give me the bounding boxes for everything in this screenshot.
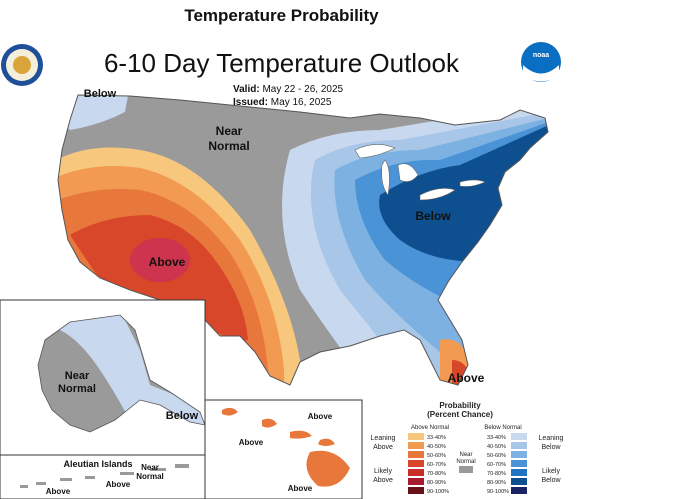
legend-below-swatch [511,460,527,467]
legend-leaning-below-1: Leaning [539,435,564,442]
noaa-logo-text: noaa [533,52,549,59]
label-hi-above-3: Above [288,484,313,493]
issued-label: Issued: [233,97,269,108]
label-aleutian-above-1: Above [106,480,131,489]
legend-below-range: 40-50% [487,444,506,450]
label-fl-above: Above [448,371,485,385]
legend-above-swatch [408,478,424,485]
legend-below-header: Below Normal [484,425,521,431]
valid-date: Valid: May 22 - 26, 2025 [233,84,343,95]
legend-likely-above-1: Likely [374,468,392,475]
legend-near-swatch [459,466,473,473]
legend-likely-below-2: Below [541,477,561,484]
legend-below-range: 80-90% [487,480,506,486]
legend-below-range: 33-40% [487,435,506,441]
legend-below-swatch [511,469,527,476]
legend-below-range: 70-80% [487,471,506,477]
legend-above-range: 90-100% [427,489,449,495]
legend-near-label-1: Near [459,452,472,458]
legend-above-range: 70-80% [427,471,446,477]
legend-above-swatch [408,460,424,467]
legend-below-range: 60-70% [487,462,506,468]
noaa-commerce-seal [1,44,43,86]
legend-above-range: 50-60% [427,453,446,459]
legend-above-swatch [408,433,424,440]
legend-above-range: 33-40% [427,435,446,441]
label-near-normal-2: Normal [208,139,249,153]
label-hi-above-1: Above [308,412,333,421]
label-aleutian-near-1: Near [141,463,159,472]
legend-above-range: 40-50% [427,444,446,450]
legend-below-swatch [511,442,527,449]
label-east-below: Below [415,209,451,223]
legend-above-swatch [408,487,424,494]
legend-leaning-above-1: Leaning [371,435,396,442]
hawaii-islands [222,407,350,487]
label-near-normal-1: Near [216,124,243,138]
legend-above-swatch [408,442,424,449]
legend-above-range: 60-70% [427,462,446,468]
aleutian-islands [20,464,189,488]
legend-above-header: Above Normal [411,425,449,431]
issued-value: May 16, 2025 [270,97,332,108]
valid-value: May 22 - 26, 2025 [262,84,344,95]
label-aleutian-above-2: Above [46,487,71,496]
label-nw-below: Below [84,88,117,100]
issued-date: Issued: May 16, 2025 [233,97,331,108]
great-lakes [354,144,486,201]
legend-below-swatch [511,487,527,494]
legend-subtitle: (Percent Chance) [427,410,493,419]
legend-leaning-below-2: Below [541,444,561,451]
legend-below-range: 50-60% [487,453,506,459]
valid-label: Valid: [233,84,260,95]
legend-above-swatch [408,469,424,476]
label-sw-above: Above [149,255,186,269]
legend-leaning-above-2: Above [373,444,393,451]
legend-above-swatch [408,451,424,458]
legend-above-range: 80-90% [427,480,446,486]
legend-below-range: 90-100% [487,489,509,495]
fl-above-inner [452,360,470,385]
conus-outline [57,94,549,386]
label-aleutian-title: Aleutian Islands [63,459,132,469]
noaa-logo: noaa [521,42,561,82]
label-ak-near-2: Normal [58,383,96,395]
legend: Probability (Percent Chance) Above Norma… [371,401,564,495]
legend-below-swatch [511,451,527,458]
legend-likely-below-1: Likely [542,468,560,475]
legend-title: Probability [439,401,481,410]
label-ak-below: Below [166,410,199,422]
map-title: 6-10 Day Temperature Outlook [103,48,460,78]
page-title: Temperature Probability [184,6,379,25]
label-hi-above-2: Above [239,438,264,447]
label-ak-near-1: Near [65,370,90,382]
above-70-80 [130,238,190,282]
legend-below-swatch [511,478,527,485]
alaska-outline [37,314,206,433]
legend-below-swatch [511,433,527,440]
legend-likely-above-2: Above [373,477,393,484]
label-aleutian-near-2: Normal [136,472,164,481]
legend-near-label-2: Normal [456,459,475,465]
